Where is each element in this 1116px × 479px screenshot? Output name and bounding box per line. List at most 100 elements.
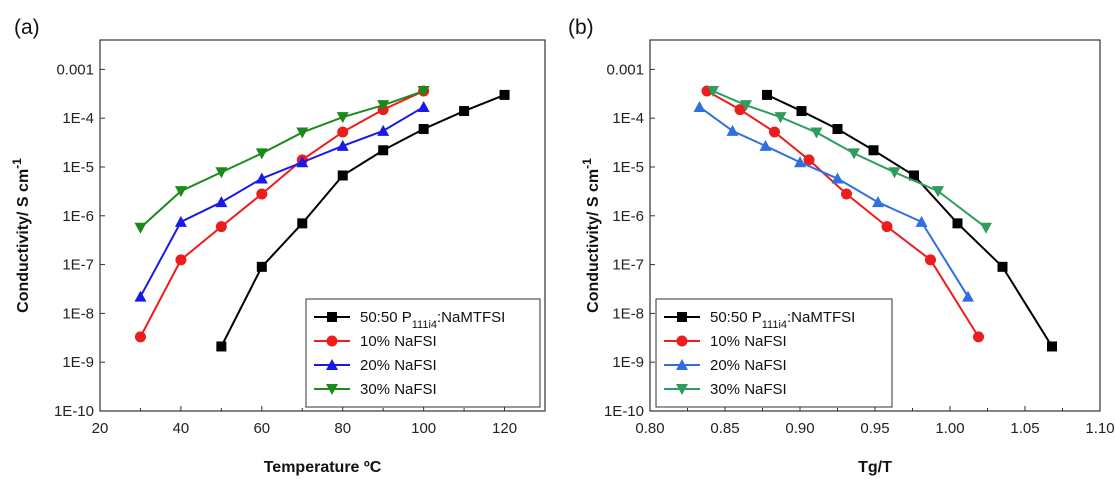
panel-a-data-point bbox=[297, 218, 308, 229]
panel-a-data-point bbox=[418, 124, 429, 135]
panel-b-data-point bbox=[774, 112, 787, 124]
panel-b-data-point bbox=[693, 100, 706, 112]
panel-a-data-point bbox=[256, 188, 268, 200]
panel-a-x-tick-label: 100 bbox=[411, 420, 436, 437]
panel-b-data-point bbox=[952, 218, 963, 229]
panel-b-x-axis-title: Tg/T bbox=[858, 459, 892, 476]
panel-a-y-tick-label: 1E-10 bbox=[54, 403, 94, 420]
panel-b-data-point bbox=[872, 196, 884, 208]
panel-b-x-tick-label: 1.10 bbox=[1085, 420, 1114, 437]
panel-a-data-point bbox=[499, 89, 510, 100]
panel-a-data-point bbox=[174, 186, 187, 198]
panel-b-data-point bbox=[769, 126, 780, 138]
panel-b-series-line bbox=[766, 93, 1053, 348]
panel-b-legend-label: 20% NaFSI bbox=[710, 357, 787, 374]
panel-a-data-point bbox=[255, 148, 268, 160]
panel-a-data-point bbox=[215, 196, 228, 208]
panel-a-legend-label: 20% NaFSI bbox=[360, 357, 437, 374]
panel-b-legend-marker bbox=[676, 384, 688, 395]
panel-b-data-point bbox=[915, 215, 928, 227]
panel-b-data-point bbox=[707, 86, 719, 98]
panel-a-series-line bbox=[139, 90, 425, 338]
panel-a-data-point bbox=[216, 341, 227, 352]
panel-a-data-point bbox=[378, 145, 389, 156]
panel-a-x-tick-label: 80 bbox=[334, 420, 351, 437]
panel-b-y-tick-label: 0.001 bbox=[606, 61, 644, 78]
panel-a-legend-label: 30% NaFSI bbox=[360, 381, 437, 398]
panel-a-y-tick-label: 0.001 bbox=[56, 61, 94, 78]
panel-b-data-point bbox=[759, 139, 772, 151]
panel-b-y-axis-title: Conductivity/ S cm-1 bbox=[580, 158, 602, 313]
panel-a-series-1 bbox=[134, 85, 430, 343]
panel-b-series-3 bbox=[707, 86, 992, 234]
panel-a-legend-marker bbox=[326, 359, 338, 370]
panel-b-data-point bbox=[810, 127, 823, 139]
panel-b-legend-label: 30% NaFSI bbox=[710, 381, 787, 398]
panel-a-data-point bbox=[296, 156, 309, 168]
panel-a-x-tick-label: 20 bbox=[92, 420, 109, 437]
panel-a-y-tick-label: 1E-9 bbox=[62, 354, 94, 371]
panel-b-y-tick-label: 1E-6 bbox=[612, 208, 644, 225]
panel-b-x-tick-label: 0.80 bbox=[635, 420, 664, 437]
panel-a-data-point bbox=[215, 221, 227, 233]
panel-b-data-point bbox=[932, 186, 944, 198]
panel-b-x-tick-label: 1.05 bbox=[1010, 420, 1039, 437]
panel-b-data-point bbox=[803, 154, 815, 166]
panel-a-data-point bbox=[417, 100, 430, 112]
panel-a-label: (a) bbox=[14, 16, 40, 39]
panel-a-legend-marker bbox=[326, 384, 338, 395]
panel-b-series-0 bbox=[762, 89, 1057, 352]
panel-a-legend-label: 10% NaFSI bbox=[360, 333, 437, 350]
panel-b-data-point bbox=[868, 145, 879, 156]
panel-b-y-tick-label: 1E-5 bbox=[612, 159, 644, 176]
panel-b-y-tick-label: 1E-8 bbox=[612, 305, 644, 322]
panel-a-y-tick-label: 1E-5 bbox=[62, 159, 94, 176]
panel-b-data-point bbox=[973, 331, 984, 343]
panel-b-data-point bbox=[734, 104, 746, 116]
panel-a-x-axis-title: Temperature ºC bbox=[264, 459, 382, 476]
panel-b-data-point bbox=[1047, 341, 1057, 352]
panel-a-data-point bbox=[134, 290, 147, 302]
panel-b-data-point bbox=[841, 188, 852, 200]
panel-b-label: (b) bbox=[568, 16, 594, 39]
panel-a-data-point bbox=[296, 127, 309, 139]
panel-b: 0.80 0.85 0.90 0.95 1.00 1.05 1.10 1E-10 1E-9 1E-… bbox=[568, 16, 1115, 476]
panel-a-data-point bbox=[256, 261, 267, 272]
panel-b-data-point bbox=[962, 290, 974, 302]
panel-a-series-3 bbox=[134, 86, 430, 234]
panel-a-data-point bbox=[417, 86, 430, 98]
panel-a-series-line bbox=[139, 90, 424, 229]
panel-b-data-point bbox=[881, 221, 893, 233]
panel-b-series-line bbox=[706, 90, 980, 338]
panel-b-y-tick-label: 1E-10 bbox=[604, 403, 644, 420]
panel-b-data-point bbox=[980, 222, 992, 234]
panel-a-data-point bbox=[255, 172, 268, 184]
panel-a-data-point bbox=[337, 170, 348, 181]
panel-b-x-tick-label: 0.85 bbox=[710, 420, 739, 437]
panel-a-y-axis-title: Conductivity/ S cm-1 bbox=[10, 158, 32, 313]
panel-b-data-point bbox=[997, 261, 1008, 272]
panel-a-legend-label: 50:50 P111i4:NaMTFSI bbox=[360, 309, 505, 331]
panel-a-data-point bbox=[377, 124, 390, 136]
panel-a-data-point bbox=[336, 139, 349, 151]
panel-b-data-point bbox=[726, 124, 739, 136]
panel-b-x-tick-label: 0.90 bbox=[785, 420, 814, 437]
panel-a-y-tick-label: 1E-4 bbox=[62, 110, 94, 127]
panel-b-data-point bbox=[794, 156, 806, 168]
panel-a-data-point bbox=[215, 167, 228, 179]
panel-a-data-point bbox=[175, 254, 187, 266]
panel-a-x-tick-label: 120 bbox=[492, 420, 517, 437]
panel-b-x-tick-label: 0.95 bbox=[860, 420, 889, 437]
panel-a-data-point bbox=[337, 126, 349, 138]
panel-b-y-tick-label: 1E-9 bbox=[612, 354, 644, 371]
panel-a-x-tick-label: 60 bbox=[253, 420, 270, 437]
panel-b-x-tick-label: 1.00 bbox=[935, 420, 964, 437]
panel-b-legend-marker bbox=[676, 359, 688, 370]
panel-b-data-point bbox=[848, 148, 860, 160]
panel-a-legend-marker bbox=[326, 335, 338, 347]
panel-b-data-point bbox=[740, 100, 752, 112]
panel-b-legend-marker bbox=[676, 335, 688, 347]
panel-b-y-tick-label: 1E-7 bbox=[612, 257, 644, 274]
panel-a-y-tick-label: 1E-8 bbox=[62, 305, 94, 322]
